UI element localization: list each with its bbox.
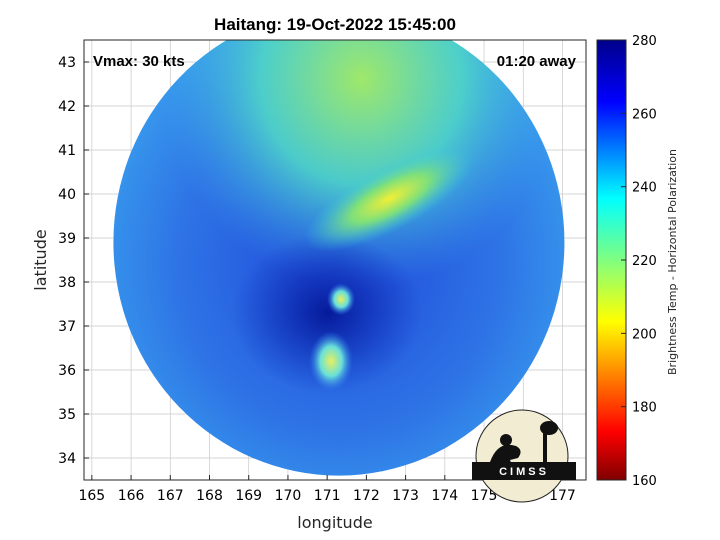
colorbar-tick-label: 160 [632,474,657,489]
colorbar-tick-label: 220 [632,254,657,269]
logo-text: CIMSS [499,466,549,478]
convective-band [304,145,476,252]
y-tick-label: 38 [58,275,76,291]
colorbar-tick-label: 180 [632,401,657,416]
y-tick-label: 35 [58,407,76,423]
cimss-logo: CIMSS [472,409,576,503]
y-tick-label: 36 [58,363,76,379]
colorbar-tick-label: 260 [632,107,657,122]
colorbar-ticks: 160 180 200 220 240 260 280 [621,34,657,489]
colorbar-label: Brightness Temp - Horizontal Polarizatio… [666,149,679,375]
swath-image [113,40,565,476]
x-tick-label: 166 [118,488,145,504]
convective-cell-north [327,283,356,316]
chart-title: Haitang: 19-Oct-2022 15:45:00 [214,15,456,34]
x-tick-label: 167 [157,488,184,504]
y-axis-label: latitude [31,229,50,290]
x-tick-label: 173 [392,488,419,504]
x-tick-label: 175 [471,488,498,504]
convective-cell [309,331,354,392]
x-tick-label: 170 [275,488,302,504]
x-tick-label: 177 [549,488,576,504]
x-tick-labels: 165166167168169170171172173174175176177 [78,488,575,504]
dish-head-icon [500,434,512,446]
x-tick-label: 169 [235,488,262,504]
y-tick-label: 34 [58,451,76,467]
y-tick-labels: 34 35 36 37 38 39 40 41 42 43 [58,55,76,467]
y-tick-label: 39 [58,231,76,247]
y-tick-label: 41 [58,143,76,159]
plot-area: 165166167168169170171172173174175176177 … [31,39,587,532]
x-tick-label: 171 [314,488,341,504]
tower-icon [543,432,547,470]
y-tick-label: 43 [58,55,76,71]
y-tick-label: 37 [58,319,76,335]
axes-box [83,39,587,481]
swath-features [232,145,476,393]
colorbar-tick-label: 280 [632,34,657,49]
x-tick-label: 174 [431,488,458,504]
cold-core-region [232,232,423,393]
x-tick-label: 172 [353,488,380,504]
vmax-label: Vmax: 30 kts [93,53,185,70]
tower-tank-icon [540,421,558,435]
colorbar-tick-label: 240 [632,181,657,196]
time-away-label: 01:20 away [497,53,577,70]
colorbar-tick-label: 200 [632,327,657,342]
x-tick-label: 165 [78,488,105,504]
x-axis-label: longitude [297,513,372,532]
x-tick-label: 168 [196,488,223,504]
colorbar: 160 180 200 220 240 260 280 Brightness Temp - … [596,34,679,489]
y-tick-label: 42 [58,99,76,115]
logo-banner [472,462,576,480]
y-tick-label: 40 [58,187,76,203]
